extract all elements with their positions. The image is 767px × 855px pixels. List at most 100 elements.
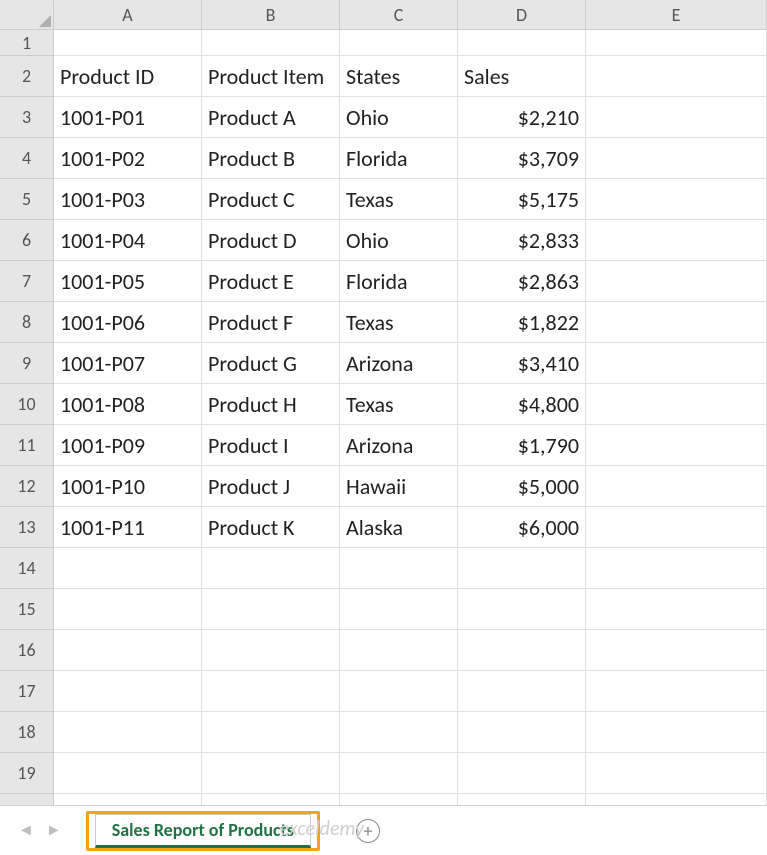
- column-header-A[interactable]: A: [54, 0, 202, 30]
- cell-E17[interactable]: [586, 671, 767, 712]
- cell-C14[interactable]: [340, 548, 458, 589]
- cell-A5[interactable]: 1001-P03: [54, 179, 202, 220]
- cell-D2[interactable]: Sales: [458, 56, 586, 97]
- cell-E6[interactable]: [586, 220, 767, 261]
- cell-C3[interactable]: Ohio: [340, 97, 458, 138]
- cell-A11[interactable]: 1001-P09: [54, 425, 202, 466]
- row-header-1[interactable]: 1: [0, 30, 54, 56]
- cell-D3[interactable]: $2,210: [458, 97, 586, 138]
- row-header-5[interactable]: 5: [0, 179, 54, 220]
- add-sheet-button[interactable]: +: [356, 819, 380, 843]
- cell-A14[interactable]: [54, 548, 202, 589]
- cell-D1[interactable]: [458, 30, 586, 56]
- cell-E7[interactable]: [586, 261, 767, 302]
- cell-A12[interactable]: 1001-P10: [54, 466, 202, 507]
- cell-E11[interactable]: [586, 425, 767, 466]
- cell-E1[interactable]: [586, 30, 767, 56]
- cell-C11[interactable]: Arizona: [340, 425, 458, 466]
- cell-D16[interactable]: [458, 630, 586, 671]
- cell-A9[interactable]: 1001-P07: [54, 343, 202, 384]
- column-header-C[interactable]: C: [340, 0, 458, 30]
- cell-A19[interactable]: [54, 753, 202, 794]
- cell-C17[interactable]: [340, 671, 458, 712]
- row-header-17[interactable]: 17: [0, 671, 54, 712]
- cell-B14[interactable]: [202, 548, 340, 589]
- cell-E13[interactable]: [586, 507, 767, 548]
- cell-C18[interactable]: [340, 712, 458, 753]
- cell-E5[interactable]: [586, 179, 767, 220]
- cell-B5[interactable]: Product C: [202, 179, 340, 220]
- cell-A16[interactable]: [54, 630, 202, 671]
- sheet-tab-active[interactable]: Sales Report of Products: [95, 814, 311, 848]
- cell-C19[interactable]: [340, 753, 458, 794]
- cell-B19[interactable]: [202, 753, 340, 794]
- cell-B11[interactable]: Product I: [202, 425, 340, 466]
- cell-C4[interactable]: Florida: [340, 138, 458, 179]
- cell-C12[interactable]: Hawaii: [340, 466, 458, 507]
- cell-C5[interactable]: Texas: [340, 179, 458, 220]
- cell-D13[interactable]: $6,000: [458, 507, 586, 548]
- row-header-10[interactable]: 10: [0, 384, 54, 425]
- cell-A1[interactable]: [54, 30, 202, 56]
- cell-C16[interactable]: [340, 630, 458, 671]
- cell-E8[interactable]: [586, 302, 767, 343]
- cell-C13[interactable]: Alaska: [340, 507, 458, 548]
- tab-next-icon[interactable]: ►: [46, 821, 62, 840]
- row-header-8[interactable]: 8: [0, 302, 54, 343]
- cell-E2[interactable]: [586, 56, 767, 97]
- cell-D4[interactable]: $3,709: [458, 138, 586, 179]
- cell-D6[interactable]: $2,833: [458, 220, 586, 261]
- row-header-6[interactable]: 6: [0, 220, 54, 261]
- cell-E12[interactable]: [586, 466, 767, 507]
- cell-B8[interactable]: Product F: [202, 302, 340, 343]
- cell-D11[interactable]: $1,790: [458, 425, 586, 466]
- column-header-B[interactable]: B: [202, 0, 340, 30]
- row-header-11[interactable]: 11: [0, 425, 54, 466]
- cell-C2[interactable]: States: [340, 56, 458, 97]
- cell-A4[interactable]: 1001-P02: [54, 138, 202, 179]
- cell-A13[interactable]: 1001-P11: [54, 507, 202, 548]
- cell-E19[interactable]: [586, 753, 767, 794]
- cell-E4[interactable]: [586, 138, 767, 179]
- cell-C9[interactable]: Arizona: [340, 343, 458, 384]
- cell-B12[interactable]: Product J: [202, 466, 340, 507]
- cell-B10[interactable]: Product H: [202, 384, 340, 425]
- cell-B16[interactable]: [202, 630, 340, 671]
- cell-D8[interactable]: $1,822: [458, 302, 586, 343]
- cell-C6[interactable]: Ohio: [340, 220, 458, 261]
- row-header-15[interactable]: 15: [0, 589, 54, 630]
- cell-A17[interactable]: [54, 671, 202, 712]
- cell-E18[interactable]: [586, 712, 767, 753]
- cell-B4[interactable]: Product B: [202, 138, 340, 179]
- tab-prev-icon[interactable]: ◄: [18, 821, 34, 840]
- cell-B3[interactable]: Product A: [202, 97, 340, 138]
- cell-C15[interactable]: [340, 589, 458, 630]
- cell-A7[interactable]: 1001-P05: [54, 261, 202, 302]
- cell-D12[interactable]: $5,000: [458, 466, 586, 507]
- row-header-7[interactable]: 7: [0, 261, 54, 302]
- cell-B15[interactable]: [202, 589, 340, 630]
- cell-C7[interactable]: Florida: [340, 261, 458, 302]
- cell-B17[interactable]: [202, 671, 340, 712]
- cell-D10[interactable]: $4,800: [458, 384, 586, 425]
- row-header-13[interactable]: 13: [0, 507, 54, 548]
- cell-E15[interactable]: [586, 589, 767, 630]
- cell-E14[interactable]: [586, 548, 767, 589]
- cell-C1[interactable]: [340, 30, 458, 56]
- cell-D5[interactable]: $5,175: [458, 179, 586, 220]
- cell-E3[interactable]: [586, 97, 767, 138]
- select-all-triangle[interactable]: [0, 0, 54, 30]
- row-header-4[interactable]: 4: [0, 138, 54, 179]
- cell-D15[interactable]: [458, 589, 586, 630]
- cell-B9[interactable]: Product G: [202, 343, 340, 384]
- row-header-18[interactable]: 18: [0, 712, 54, 753]
- cell-A3[interactable]: 1001-P01: [54, 97, 202, 138]
- cell-D7[interactable]: $2,863: [458, 261, 586, 302]
- row-header-19[interactable]: 19: [0, 753, 54, 794]
- cell-B6[interactable]: Product D: [202, 220, 340, 261]
- cell-B18[interactable]: [202, 712, 340, 753]
- column-header-D[interactable]: D: [458, 0, 586, 30]
- column-header-E[interactable]: E: [586, 0, 767, 30]
- cell-C10[interactable]: Texas: [340, 384, 458, 425]
- cell-A15[interactable]: [54, 589, 202, 630]
